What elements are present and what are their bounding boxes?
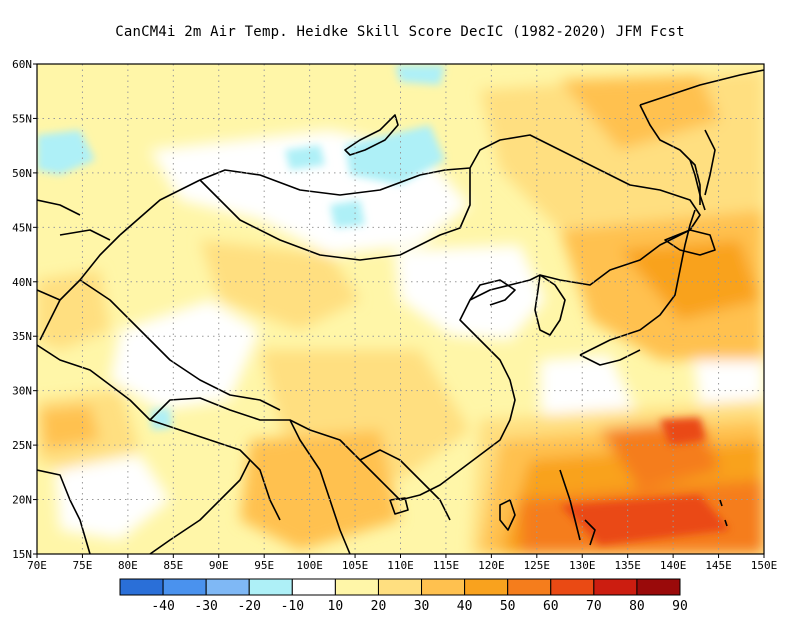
lon-label: 150E [751,559,778,572]
colorbar-label: 40 [457,599,473,614]
colorbar-label: 70 [586,599,602,614]
colorbar-label: -10 [281,599,304,614]
latitude-labels: 60N 55N 50N 45N 40N 35N 30N 25N 20N 15N [12,58,32,561]
lon-label: 70E [27,559,47,572]
lon-label: 85E [163,559,183,572]
lat-label: 40N [12,276,32,289]
map-title: CanCM4i 2m Air Temp. Heidke Skill Score … [115,24,685,40]
lon-label: 95E [254,559,274,572]
colorbar-box [421,578,466,596]
lon-label: 110E [387,559,414,572]
lat-label: 20N [12,494,32,507]
colorbar-box [162,578,207,596]
coastlines-borders [37,69,764,554]
colorbar-box [205,578,250,596]
lon-label: 115E [433,559,460,572]
colorbar-label: 90 [672,599,688,614]
lon-label: 80E [118,559,138,572]
colorbar-labels: -40 -30 -20 -10 10 20 30 40 50 60 70 80 90 [151,599,687,614]
colorbar-label: -20 [237,599,260,614]
colorbar-box [636,578,681,596]
colorbar-label: 50 [500,599,516,614]
lat-label: 30N [12,385,32,398]
lat-label: 55N [12,112,32,125]
colorbar-label: 30 [414,599,430,614]
colorbar-label: 80 [629,599,645,614]
colorbar-box [334,578,379,596]
lon-label: 135E [614,559,641,572]
colorbar-box [593,578,638,596]
lon-label: 100E [296,559,323,572]
lon-label: 125E [524,559,551,572]
colorbar-label: 20 [371,599,387,614]
longitude-labels: 70E 75E 80E 85E 90E 95E 100E 105E 110E 115E 120E 12… [27,559,777,572]
colorbar-label: 10 [328,599,344,614]
lon-label: 120E [478,559,505,572]
lat-label: 60N [12,58,32,71]
lat-label: 50N [12,167,32,180]
colorbar-box [248,578,293,596]
graticule [37,64,764,554]
skill-score-field [37,64,764,554]
lon-label: 140E [660,559,687,572]
colorbar-box [507,578,552,596]
lon-label: 130E [569,559,596,572]
lat-label: 35N [12,330,32,343]
lat-label: 45N [12,221,32,234]
colorbar-boxes [119,578,681,596]
lat-label: 25N [12,439,32,452]
lon-label: 75E [73,559,93,572]
colorbar-box [464,578,509,596]
colorbar-box [377,578,423,596]
colorbar-box [119,578,164,596]
lat-label: 15N [12,548,32,561]
colorbar-label: -30 [194,599,217,614]
colorbar-label: 60 [543,599,559,614]
colorbar-box [550,578,595,596]
lon-label: 90E [209,559,229,572]
lon-label: 105E [342,559,369,572]
axis-ticks [33,63,765,558]
lon-label: 145E [705,559,732,572]
colorbar-box [291,578,336,596]
colorbar-label: -40 [151,599,174,614]
